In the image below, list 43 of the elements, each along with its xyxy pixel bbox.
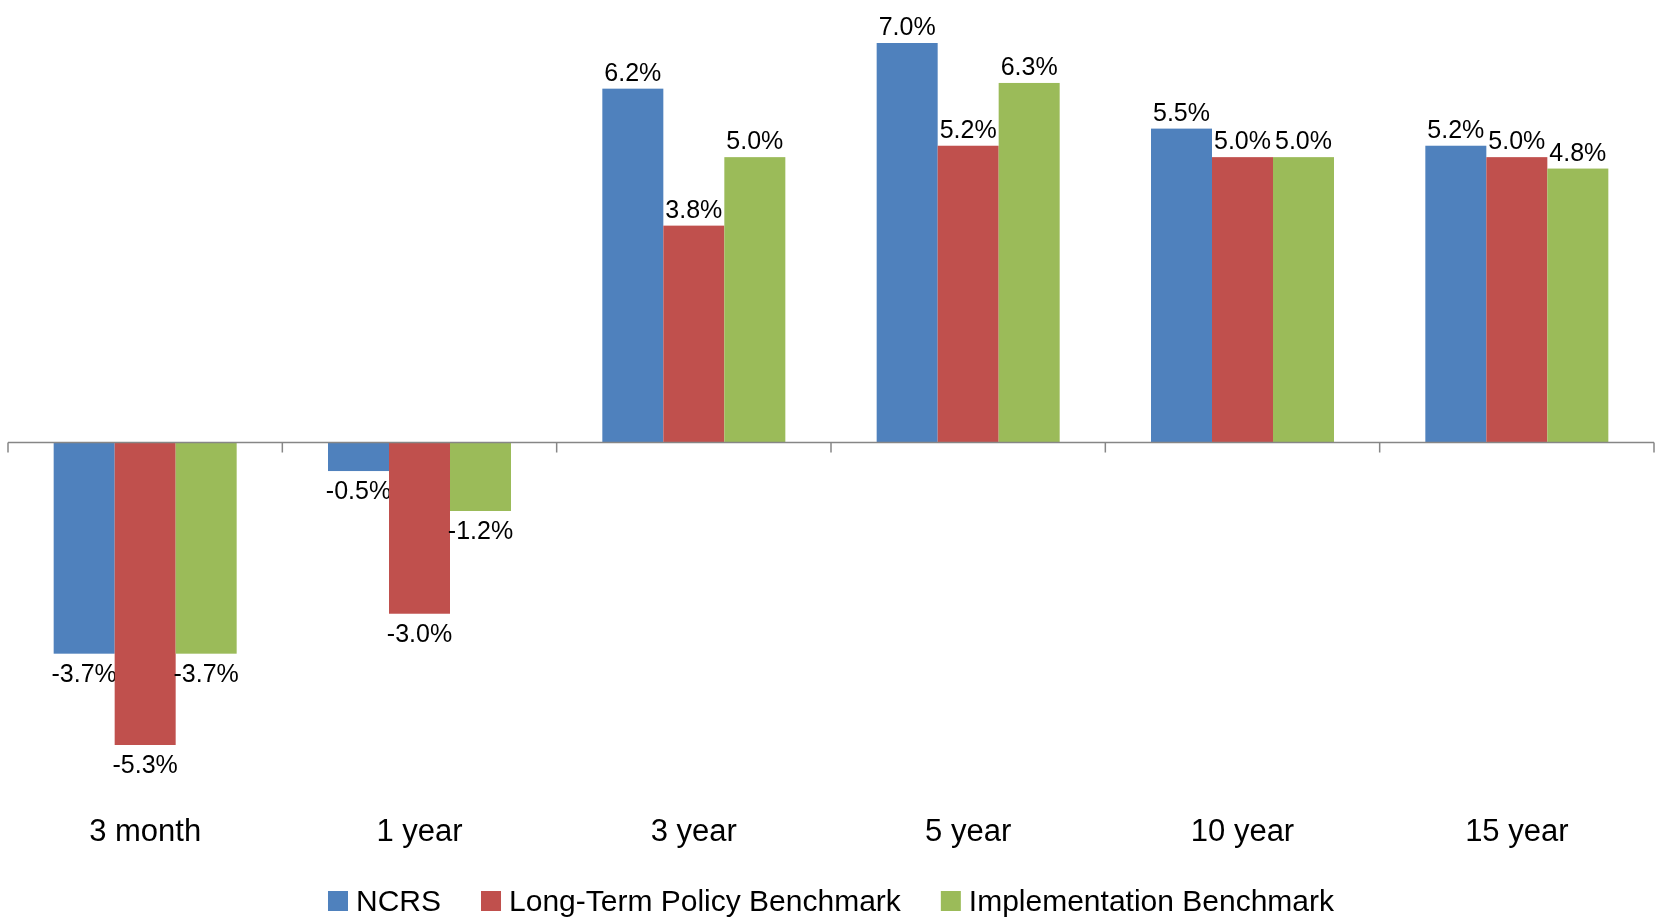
data-label: 7.0% xyxy=(878,12,936,40)
bar xyxy=(1486,157,1548,443)
data-label: 3.8% xyxy=(665,194,723,223)
x-tick-label: 3 month xyxy=(89,813,202,848)
bar xyxy=(937,145,999,443)
x-tick-label: 5 year xyxy=(925,813,1012,848)
legend-label: NCRS xyxy=(355,884,442,917)
bar xyxy=(602,88,664,443)
data-label: 5.0% xyxy=(726,126,784,155)
x-tick-label: 10 year xyxy=(1190,813,1295,848)
bar xyxy=(53,442,115,654)
data-label: 5.2% xyxy=(939,114,997,143)
bar xyxy=(1547,168,1609,443)
x-tick-label: 15 year xyxy=(1465,813,1569,848)
data-label: 4.8% xyxy=(1549,137,1607,166)
x-tick-label: 3 year xyxy=(650,813,737,848)
bar xyxy=(1151,128,1212,443)
data-label: 5.2% xyxy=(1427,114,1485,143)
bar xyxy=(175,442,237,654)
bar xyxy=(1212,157,1273,443)
bar xyxy=(663,225,725,443)
data-label: -3.7% xyxy=(51,658,117,687)
data-label: 5.5% xyxy=(1153,97,1210,126)
bar xyxy=(1273,157,1334,443)
legend-label: Long-Term Policy Benchmark xyxy=(509,884,902,917)
bar xyxy=(876,43,938,443)
data-label: 5.0% xyxy=(1275,126,1332,155)
data-label: 6.2% xyxy=(604,57,662,86)
data-label: 5.0% xyxy=(1214,126,1271,155)
bar xyxy=(328,442,389,472)
legend-label: Implementation Benchmark xyxy=(968,884,1336,917)
data-label: -3.0% xyxy=(386,618,453,647)
bar xyxy=(389,442,450,614)
bar xyxy=(450,442,511,511)
data-label: 5.0% xyxy=(1488,126,1546,155)
x-tick-label: 1 year xyxy=(376,813,463,848)
data-label: 6.3% xyxy=(1000,51,1058,80)
data-label: -5.3% xyxy=(112,750,178,778)
bar xyxy=(998,82,1060,443)
bar xyxy=(724,157,786,443)
data-label: -0.5% xyxy=(325,476,392,505)
bar xyxy=(1425,145,1487,443)
bar xyxy=(114,442,176,745)
